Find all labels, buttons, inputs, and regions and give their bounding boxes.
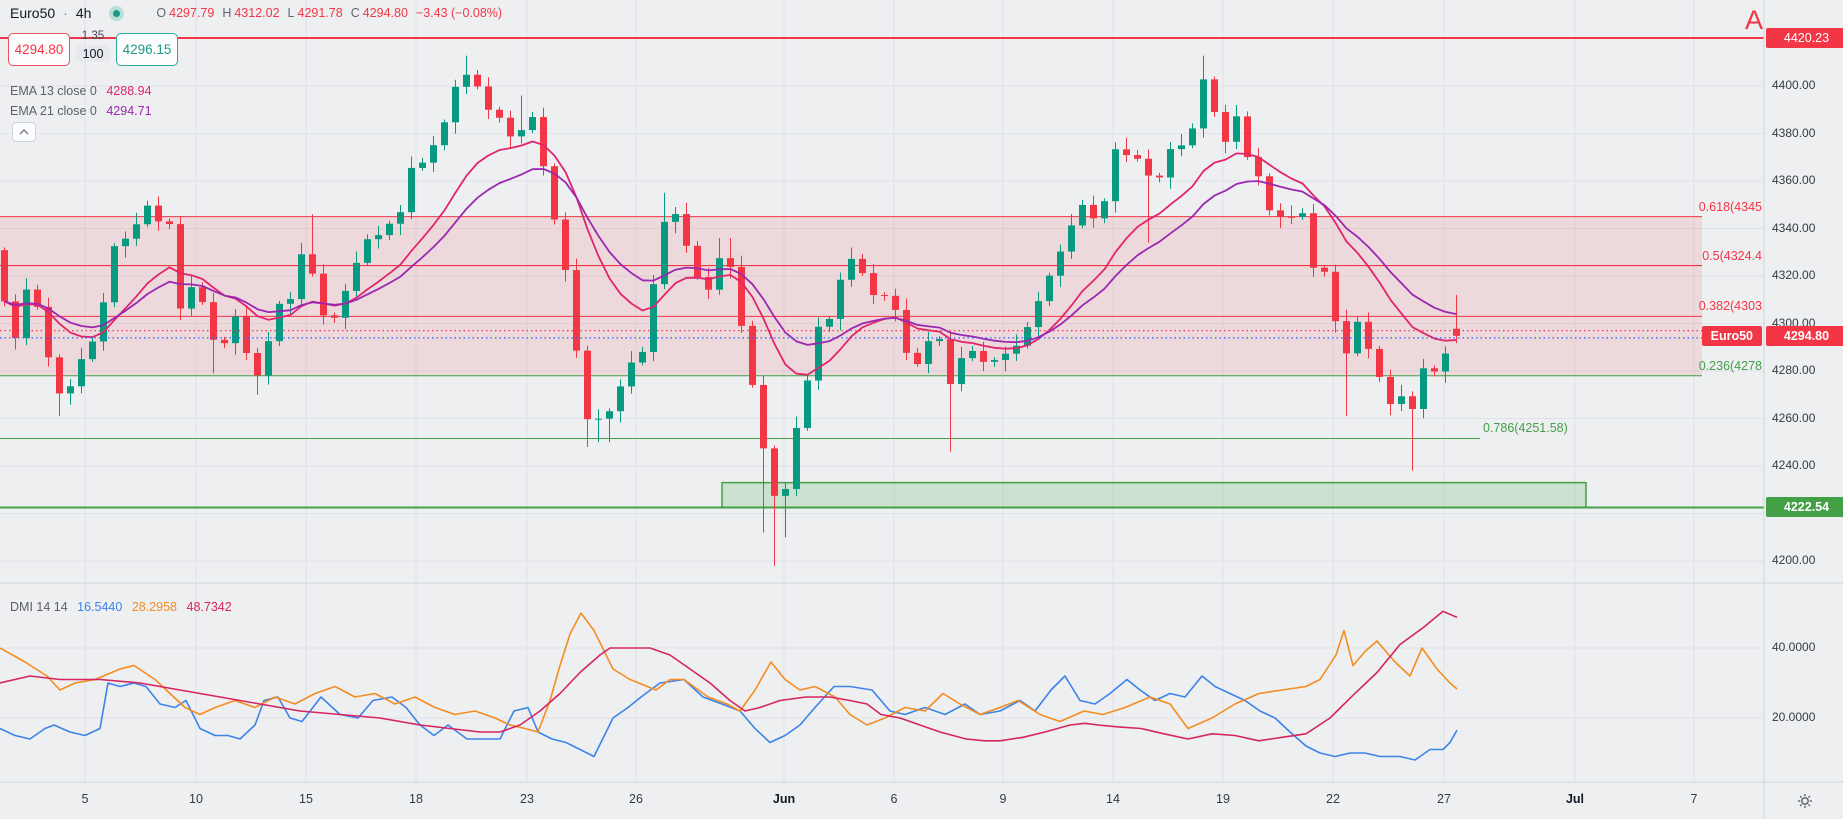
- quantity-field[interactable]: 100: [76, 45, 110, 62]
- price-tick-label: 4360.00: [1772, 173, 1816, 187]
- fib-level-label: 0.786(4251.58): [1483, 421, 1568, 436]
- time-tick-label: 22: [1326, 792, 1340, 806]
- chevron-up-icon: [19, 129, 29, 135]
- fib-level-label: 0.382(4303: [1698, 299, 1762, 314]
- time-tick-label: 18: [409, 792, 423, 806]
- sell-button[interactable]: 4294.80: [8, 33, 70, 66]
- time-tick-label: 19: [1216, 792, 1230, 806]
- support-price-badge: 4222.54: [1766, 497, 1843, 518]
- time-tick-label: 23: [520, 792, 534, 806]
- order-panel: 4294.80 1.35 100 4296.15: [8, 30, 178, 66]
- last-price-badge: 4294.80: [1766, 325, 1843, 346]
- price-tick-label: 4200.00: [1772, 553, 1816, 567]
- high-label: H: [222, 6, 232, 20]
- fib-level-label: 0.5(4324.4: [1702, 248, 1762, 263]
- dmi-minus-di-value: 28.2958: [131, 600, 178, 614]
- dmi-adx-value: 48.7342: [186, 600, 232, 614]
- low-value: 4291.78: [297, 6, 343, 20]
- ema21-value: 4294.71: [106, 104, 152, 118]
- gear-icon: [1798, 794, 1812, 808]
- time-tick-label: Jul: [1565, 792, 1585, 806]
- open-value: 4297.79: [169, 6, 215, 20]
- alert-marker[interactable]: A: [1745, 4, 1764, 35]
- price-tick-label: 4240.00: [1772, 458, 1816, 472]
- fib-level-label: 0.618(4345: [1698, 199, 1762, 214]
- time-tick-label: 14: [1106, 792, 1120, 806]
- alert-price-badge: 4420.23: [1766, 27, 1843, 48]
- price-tick-label: 4380.00: [1772, 125, 1816, 140]
- live-status-icon: [109, 5, 125, 21]
- time-tick-label: 10: [189, 792, 203, 806]
- timeframe-label[interactable]: 4h: [75, 5, 92, 21]
- last-price-symbol-chip: Euro50: [1701, 325, 1762, 346]
- legend-ema21[interactable]: EMA 21 close 0 4294.71: [10, 104, 152, 118]
- spread-value: 1.35: [81, 30, 105, 42]
- time-tick-label: 6: [890, 792, 898, 806]
- dmi-tick-label: 20.0000: [1772, 710, 1816, 724]
- time-tick-label: 26: [629, 792, 643, 806]
- time-tick-label: 27: [1437, 792, 1451, 806]
- axis-settings-button[interactable]: [1795, 791, 1815, 816]
- price-tick-label: 4340.00: [1772, 220, 1816, 235]
- time-tick-label: 5: [81, 792, 89, 806]
- symbol-title[interactable]: Euro50: [10, 5, 56, 21]
- time-tick-label: 15: [299, 792, 313, 806]
- close-label: C: [350, 6, 360, 20]
- time-tick-label: Jun: [772, 792, 796, 806]
- ema21-label: EMA 21 close 0: [10, 104, 97, 118]
- ohlc-readout: O 4297.79 H 4312.02 L 4291.78 C 4294.80 …: [156, 6, 502, 20]
- buy-button[interactable]: 4296.15: [116, 33, 178, 66]
- dmi-tick-label: 40.0000: [1772, 640, 1816, 654]
- close-value: 4294.80: [362, 6, 408, 20]
- ema13-value: 4288.94: [106, 84, 152, 98]
- price-tick-label: 4320.00: [1772, 268, 1816, 282]
- ema13-label: EMA 13 close 0: [10, 84, 97, 98]
- dmi-plus-di-value: 16.5440: [77, 600, 123, 614]
- time-tick-label: 9: [999, 792, 1007, 806]
- high-value: 4312.02: [234, 6, 280, 20]
- price-tick-label: 4260.00: [1772, 410, 1816, 425]
- price-tick-label: 4280.00: [1772, 363, 1816, 377]
- legend-dmi[interactable]: DMI 14 14 16.5440 28.2958 48.7342: [10, 600, 232, 614]
- low-label: L: [287, 6, 295, 20]
- price-tick-label: 4400.00: [1772, 78, 1816, 92]
- open-label: O: [156, 6, 167, 20]
- change-value: −3.43 (−0.08%): [415, 6, 503, 20]
- fib-level-label: 0.236(4278: [1698, 358, 1762, 373]
- collapse-legend-button[interactable]: [12, 122, 36, 142]
- chart-header: Euro50 · 4h O 4297.79 H 4312.02 L 4291.7…: [10, 5, 502, 21]
- legend-ema13[interactable]: EMA 13 close 0 4288.94: [10, 84, 152, 98]
- dmi-label: DMI 14 14: [10, 600, 68, 614]
- time-tick-label: 7: [1690, 792, 1698, 806]
- title-separator: ·: [63, 5, 68, 21]
